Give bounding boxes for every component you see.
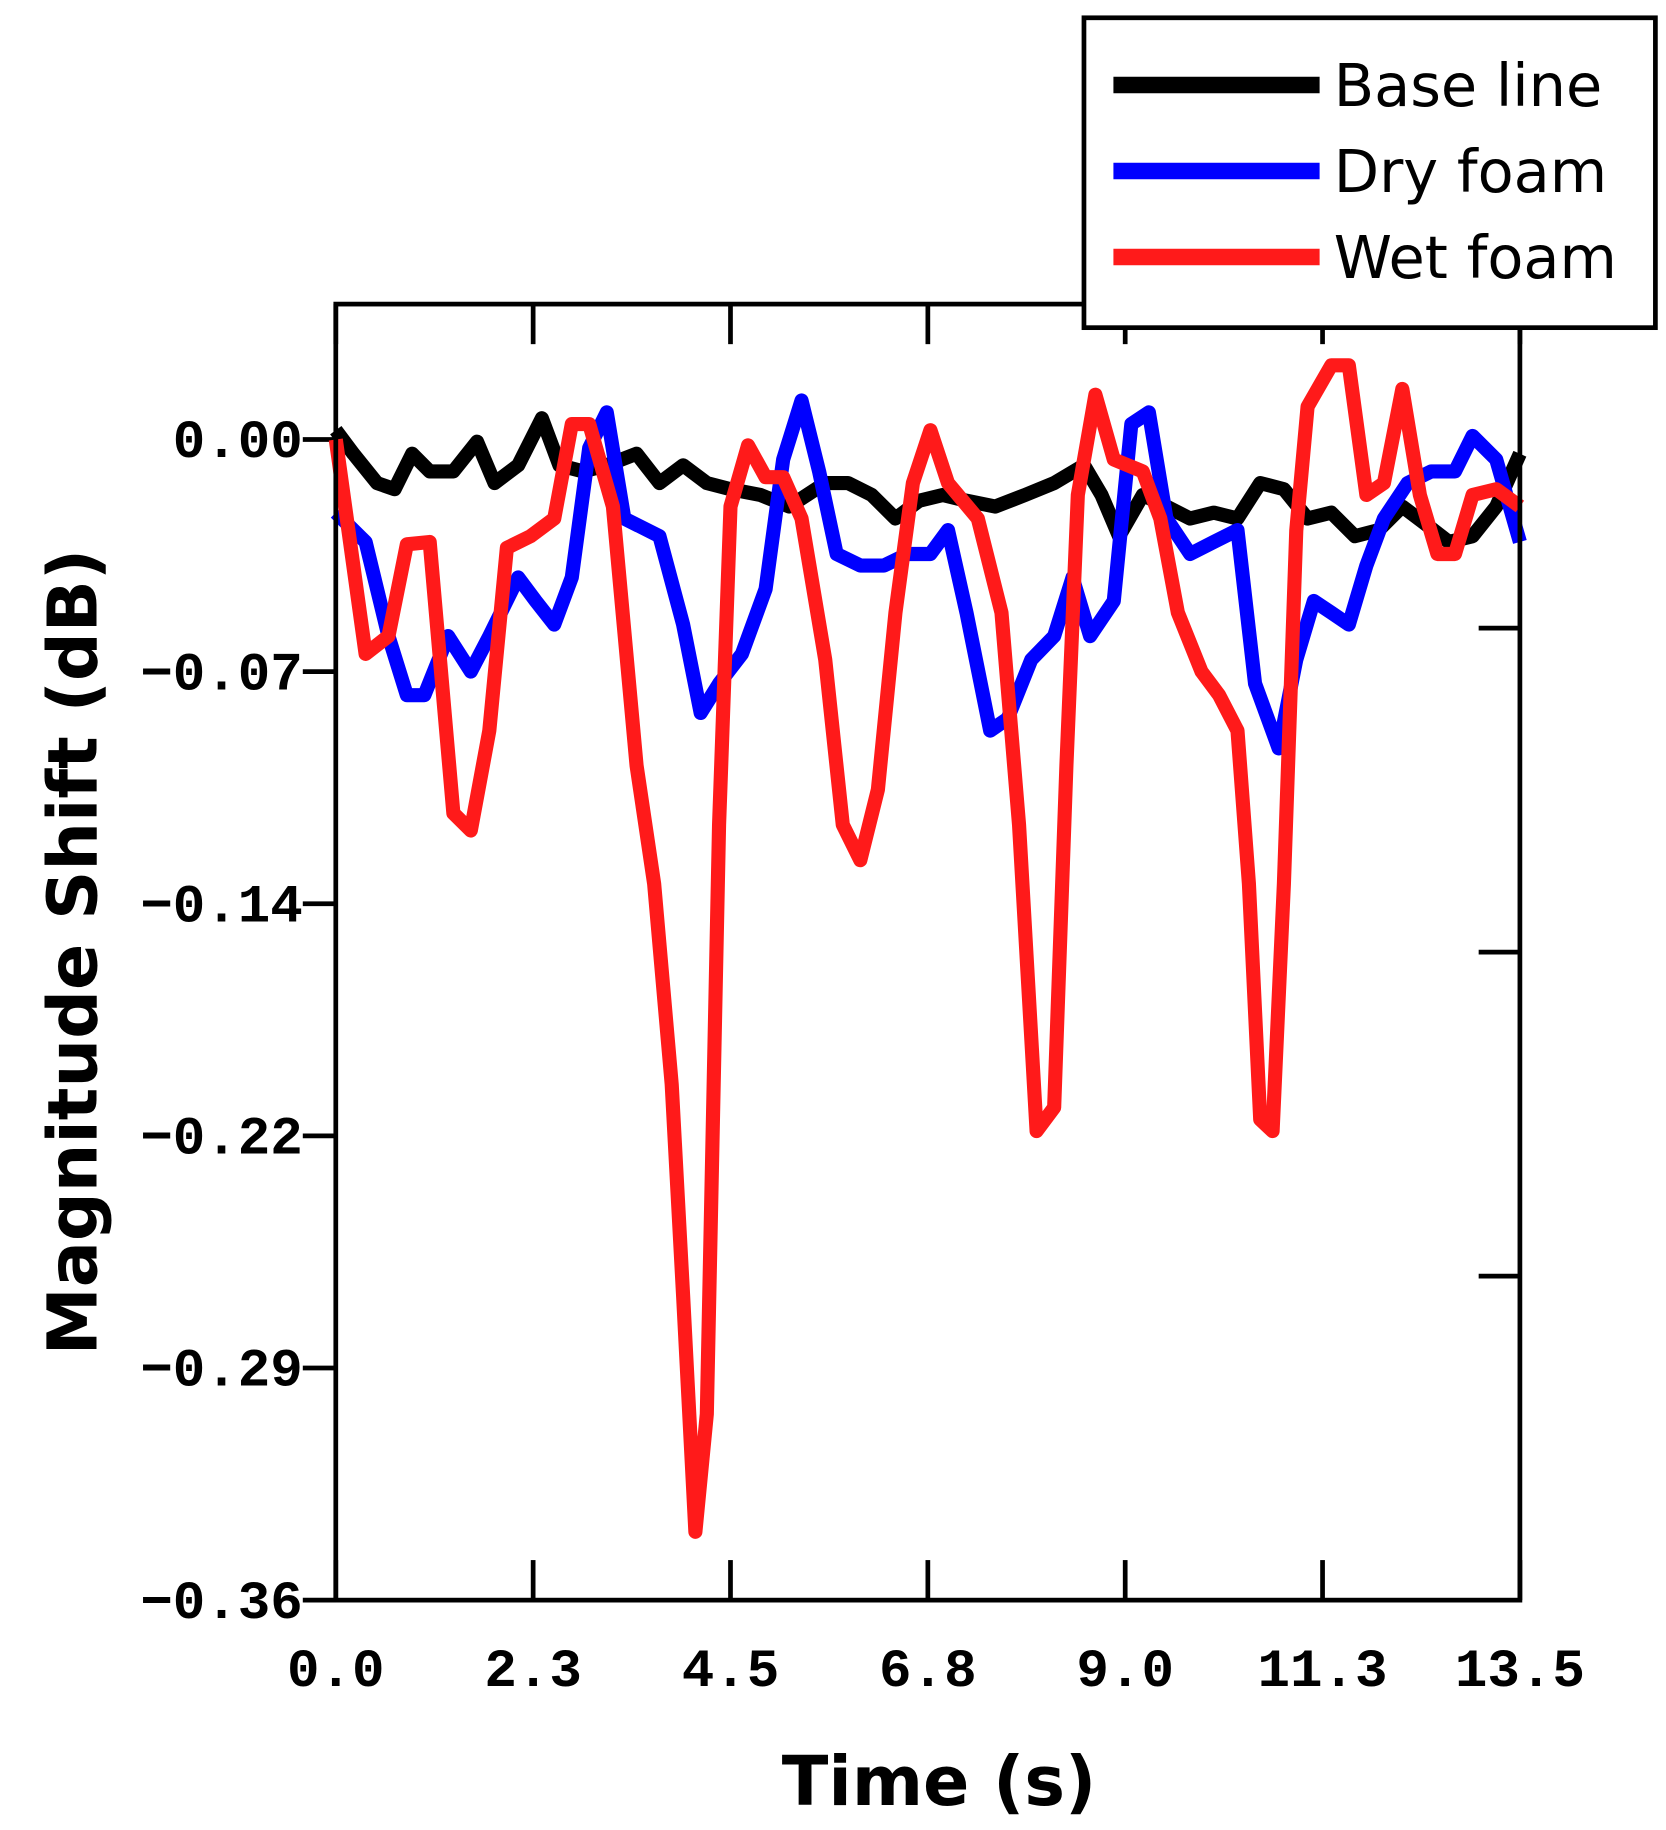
- y-tick-label: −0.14: [140, 877, 303, 938]
- plot-area: [302, 301, 1527, 1603]
- legend-label: Wet foam: [1334, 223, 1617, 292]
- x-tick-label: 6.8: [879, 1642, 977, 1703]
- x-tick-label: 2.3: [484, 1642, 582, 1703]
- x-tick-label: 0.0: [287, 1642, 385, 1703]
- y-tick-label: −0.36: [140, 1574, 303, 1635]
- y-tick-label: −0.07: [140, 645, 303, 706]
- y-tick-label: −0.22: [140, 1110, 303, 1171]
- data-line: [328, 358, 1525, 1539]
- legend-label: Base line: [1334, 51, 1602, 120]
- plot-frame: [333, 301, 1523, 1603]
- x-axis-title: Time (s): [782, 1743, 1096, 1822]
- data-line: [330, 411, 1527, 550]
- x-tick-label: 9.0: [1076, 1642, 1174, 1703]
- x-tick-label: 13.5: [1455, 1642, 1585, 1703]
- data-line: [330, 393, 1527, 756]
- y-tick-label: 0.00: [173, 413, 303, 474]
- x-tick-label: 11.3: [1258, 1642, 1388, 1703]
- x-tick-label: 4.5: [682, 1642, 780, 1703]
- legend-label: Dry foam: [1334, 137, 1607, 206]
- y-axis-title: Magnitude Shift (dB): [35, 549, 114, 1355]
- legend: Base line Dry foam Wet foam: [1081, 15, 1658, 331]
- y-tick-label: −0.29: [140, 1342, 303, 1403]
